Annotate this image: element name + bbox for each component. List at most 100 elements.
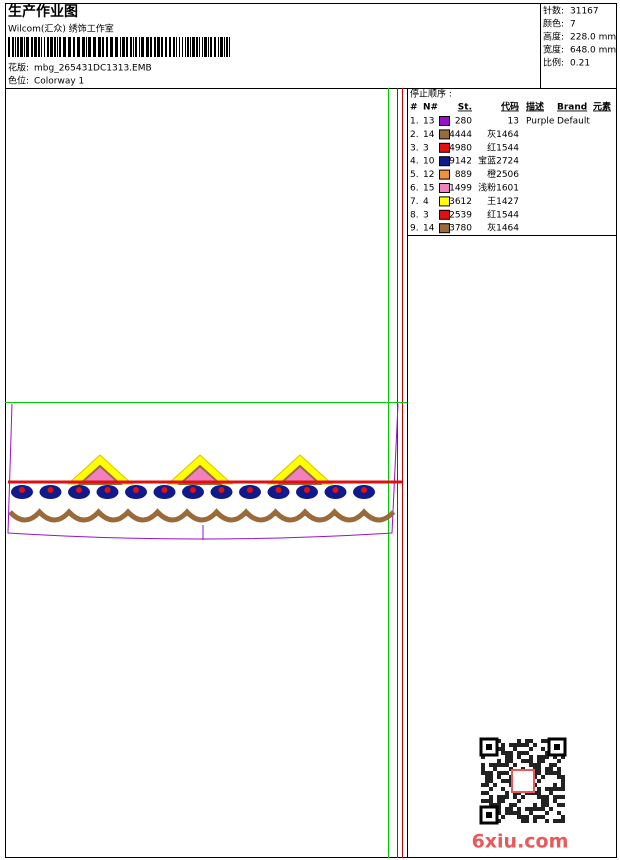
page-border [5, 3, 617, 858]
qr-cell [553, 787, 557, 791]
stitches: 889 [455, 170, 472, 180]
bar [190, 37, 191, 57]
qr-cell [505, 779, 509, 783]
needle: 12 [423, 170, 434, 180]
colorway-label: 色位: [8, 75, 29, 87]
bar [82, 37, 85, 57]
qr-cell [557, 819, 561, 823]
qr-cell [485, 791, 489, 795]
swatch [439, 196, 450, 207]
qr-cell [501, 787, 505, 791]
bar [187, 37, 189, 57]
qr-cell [493, 803, 497, 807]
barcode [8, 37, 230, 57]
stat-value: 31167 [570, 7, 599, 17]
qr-cell [481, 763, 485, 767]
qr-cell [557, 759, 561, 763]
bar [146, 37, 149, 57]
stitches: 9142 [449, 157, 472, 167]
bar [204, 37, 207, 57]
qr-cell [525, 815, 529, 819]
bar [150, 37, 152, 57]
qr-finder [486, 812, 492, 818]
qr-cell [521, 743, 525, 747]
qr-cell [497, 763, 501, 767]
table-header: 代码 [500, 101, 519, 113]
qr-cell [505, 751, 509, 755]
qr-cell [545, 803, 549, 807]
qr-cell [541, 799, 545, 803]
bar [139, 37, 140, 57]
company: Wilcom(汇众) 绣饰工作室 [8, 23, 114, 35]
bar [44, 37, 45, 57]
qr-cell [493, 767, 497, 771]
qr-cell [545, 739, 549, 743]
bar [77, 37, 80, 57]
bar [34, 37, 37, 57]
qr-logo [511, 769, 535, 793]
bar [157, 37, 160, 57]
swatch [439, 156, 450, 167]
bar [224, 37, 225, 57]
swatch [439, 116, 450, 126]
qr-cell [541, 795, 545, 799]
bar [154, 37, 156, 57]
qr-cell [497, 775, 501, 779]
qr-cell [493, 783, 497, 787]
row-num: 9. [410, 224, 419, 234]
bar [192, 37, 195, 57]
qr-cell [545, 787, 549, 791]
bar [141, 37, 144, 57]
stitches: 4444 [449, 130, 472, 140]
qr-cell [497, 799, 501, 803]
qr-cell [549, 791, 553, 795]
qr-cell [501, 743, 505, 747]
swatch [439, 142, 450, 153]
bar [41, 37, 42, 57]
qr-cell [513, 795, 517, 799]
qr-cell [517, 751, 521, 755]
qr-cell [509, 807, 513, 811]
design-file: mbg_265431DC1313.EMB [34, 64, 152, 74]
motif [177, 464, 223, 485]
bar [86, 37, 87, 57]
bar [110, 37, 113, 57]
motif [361, 487, 367, 493]
qr-cell [505, 795, 509, 799]
motif [19, 487, 25, 493]
motif [133, 487, 139, 493]
qr-cell [517, 811, 521, 815]
qr-cell [497, 747, 501, 751]
qr-cell [545, 755, 549, 759]
qr-cell [489, 779, 493, 783]
qr-cell [533, 803, 537, 807]
qr-cell [537, 779, 541, 783]
bar [229, 37, 230, 57]
qr-cell [497, 803, 501, 807]
code: 灰1464 [487, 128, 519, 140]
bar [126, 37, 128, 57]
qr-cell [553, 771, 557, 775]
bar [218, 37, 219, 57]
bar [122, 37, 125, 57]
qr-cell [489, 799, 493, 803]
needle: 14 [423, 224, 435, 234]
brand: Default [557, 117, 590, 127]
qr-cell [549, 767, 553, 771]
bar [17, 37, 19, 57]
qr-cell [541, 755, 545, 759]
qr-cell [561, 795, 565, 799]
qr-cell [561, 787, 565, 791]
bar [115, 37, 118, 57]
qr-cell [497, 811, 501, 815]
motif [218, 487, 225, 493]
qr-cell [501, 751, 505, 755]
code: 红1544 [487, 208, 519, 220]
stat-label: 比例: [543, 57, 564, 69]
row-num: 3. [410, 143, 419, 153]
qr-cell [481, 799, 485, 803]
stat-value: 0.21 [570, 59, 590, 69]
qr-cell [509, 755, 513, 759]
needle: 14 [423, 130, 435, 140]
stat-label: 高度: [543, 31, 564, 43]
